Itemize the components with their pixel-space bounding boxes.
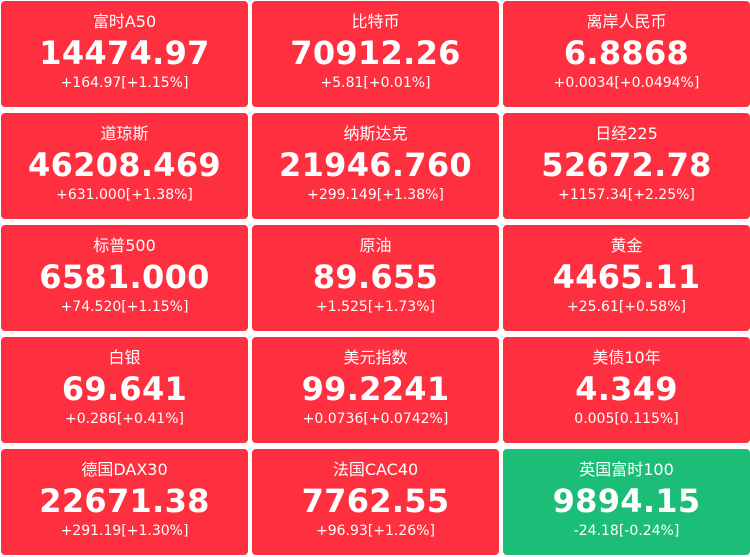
quote-tile-bitcoin[interactable]: 比特币 70912.26 +5.81[+0.01%] [252,1,499,107]
quote-tile-sp500[interactable]: 标普500 6581.000 +74.520[+1.15%] [1,225,248,331]
quote-tile-offshore-rmb[interactable]: 离岸人民币 6.8868 +0.0034[+0.0494%] [503,1,750,107]
quote-change: +631.000[+1.38%] [56,187,193,203]
quote-tile-silver[interactable]: 白银 69.641 +0.286[+0.41%] [1,337,248,443]
quote-change: +96.93[+1.26%] [316,523,435,539]
quote-change: 0.005[0.115%] [574,411,679,427]
quote-price: 21946.760 [279,146,472,184]
quote-change: -24.18[-0.24%] [573,523,680,539]
quote-tile-us-10y-treasury[interactable]: 美债10年 4.349 0.005[0.115%] [503,337,750,443]
quote-price: 52672.78 [541,146,712,184]
quote-change: +0.286[+0.41%] [65,411,184,427]
quote-name: 离岸人民币 [586,12,667,31]
quote-tile-crude-oil[interactable]: 原油 89.655 +1.525[+1.73%] [252,225,499,331]
quote-price: 46208.469 [28,146,221,184]
quote-change: +0.0736[+0.0742%] [302,411,449,427]
quote-name: 美元指数 [343,348,408,367]
quote-tile-gold[interactable]: 黄金 4465.11 +25.61[+0.58%] [503,225,750,331]
quote-name: 原油 [359,236,392,255]
quote-price: 22671.38 [39,482,210,520]
quote-change: +5.81[+0.01%] [320,75,431,91]
quote-change: +1.525[+1.73%] [316,299,435,315]
quote-name: 黄金 [610,236,643,255]
quote-name: 德国DAX30 [81,460,168,479]
quote-change: +1157.34[+2.25%] [558,187,695,203]
quote-price: 4465.11 [552,258,701,296]
quote-name: 日经225 [595,124,658,143]
quote-tile-dax30[interactable]: 德国DAX30 22671.38 +291.19[+1.30%] [1,449,248,555]
quote-price: 70912.26 [290,34,461,72]
quote-change: +299.149[+1.38%] [307,187,444,203]
quote-change: +25.61[+0.58%] [567,299,686,315]
quote-name: 比特币 [351,12,400,31]
quote-price: 89.655 [312,258,439,296]
quote-change: +74.520[+1.15%] [60,299,189,315]
quote-price: 6.8868 [563,34,690,72]
quote-price: 14474.97 [39,34,210,72]
quote-name: 美债10年 [592,348,661,367]
quote-tile-nasdaq[interactable]: 纳斯达克 21946.760 +299.149[+1.38%] [252,113,499,219]
quote-change: +0.0034[+0.0494%] [553,75,700,91]
quote-tile-ftse-a50[interactable]: 富时A50 14474.97 +164.97[+1.15%] [1,1,248,107]
quote-price: 4.349 [575,370,678,408]
quote-tile-cac40[interactable]: 法国CAC40 7762.55 +96.93[+1.26%] [252,449,499,555]
quote-name: 道琼斯 [100,124,149,143]
quote-tile-dollar-index[interactable]: 美元指数 99.2241 +0.0736[+0.0742%] [252,337,499,443]
quote-change: +164.97[+1.15%] [60,75,189,91]
quote-name: 标普500 [93,236,156,255]
quote-price: 69.641 [61,370,188,408]
quote-price: 9894.15 [552,482,701,520]
quote-name: 纳斯达克 [343,124,408,143]
quote-tile-dow-jones[interactable]: 道琼斯 46208.469 +631.000[+1.38%] [1,113,248,219]
quote-tile-nikkei-225[interactable]: 日经225 52672.78 +1157.34[+2.25%] [503,113,750,219]
quote-name: 白银 [108,348,141,367]
quote-name: 法国CAC40 [332,460,419,479]
quote-name: 英国富时100 [579,460,674,479]
quote-price: 6581.000 [39,258,210,296]
quote-name: 富时A50 [92,12,157,31]
quote-change: +291.19[+1.30%] [60,523,189,539]
quote-price: 99.2241 [301,370,450,408]
quote-price: 7762.55 [301,482,450,520]
quote-tile-ftse-100[interactable]: 英国富时100 9894.15 -24.18[-0.24%] [503,449,750,555]
